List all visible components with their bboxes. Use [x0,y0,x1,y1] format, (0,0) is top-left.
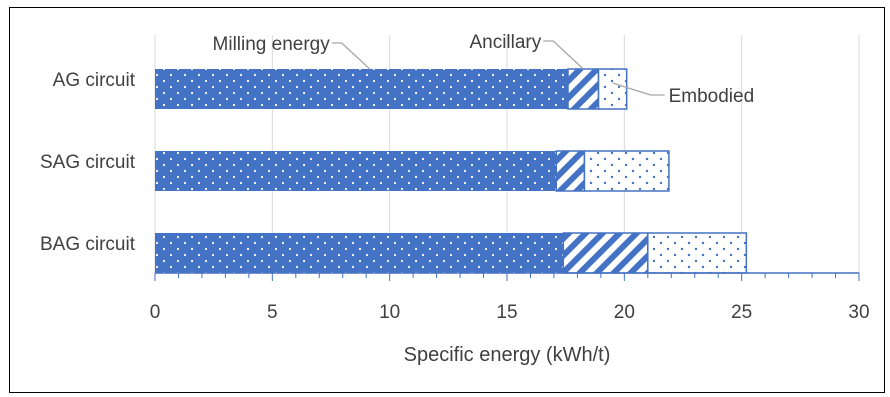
category-label-ag-circuit: AG circuit [53,70,136,91]
bar-ag-circuit-ancillary [567,68,600,110]
x-tick-label-0: 0 [150,302,161,323]
ancillary-label: Ancillary [469,32,541,53]
bar-sag-circuit-ancillary [555,150,586,192]
x-tick-label-15: 15 [496,302,517,323]
series-annotations: Milling energy Ancillary Embodied [213,32,755,107]
x-tick-label-25: 25 [731,302,752,323]
x-axis: 0 5 10 15 20 25 30 [150,272,870,323]
category-labels: AG circuit SAG circuit BAG circuit [40,70,136,255]
milling-energy-leader-line [331,42,371,70]
x-tick-label-20: 20 [614,302,635,323]
embodied-leader-line [612,82,665,96]
bars [155,68,748,274]
bar-ag-circuit-milling-energy [155,69,569,109]
bar-bag-circuit-ancillary [562,232,649,274]
milling-energy-label: Milling energy [213,34,331,55]
bar-bag-circuit-milling-energy [155,233,564,273]
embodied-label: Embodied [669,86,755,107]
x-tick-label-10: 10 [379,302,400,323]
bar-sag-circuit-milling-energy [155,151,557,191]
x-tick-label-5: 5 [267,302,278,323]
bar-sag-circuit-embodied [583,150,670,192]
ancillary-leader-line [543,40,584,70]
x-axis-title: Specific energy (kWh/t) [404,344,611,366]
bar-ag-circuit-embodied [597,68,628,110]
category-label-sag-circuit: SAG circuit [40,152,136,173]
x-tick-label-30: 30 [848,302,869,323]
category-label-bag-circuit: BAG circuit [40,234,136,255]
bar-bag-circuit-embodied [647,232,748,274]
